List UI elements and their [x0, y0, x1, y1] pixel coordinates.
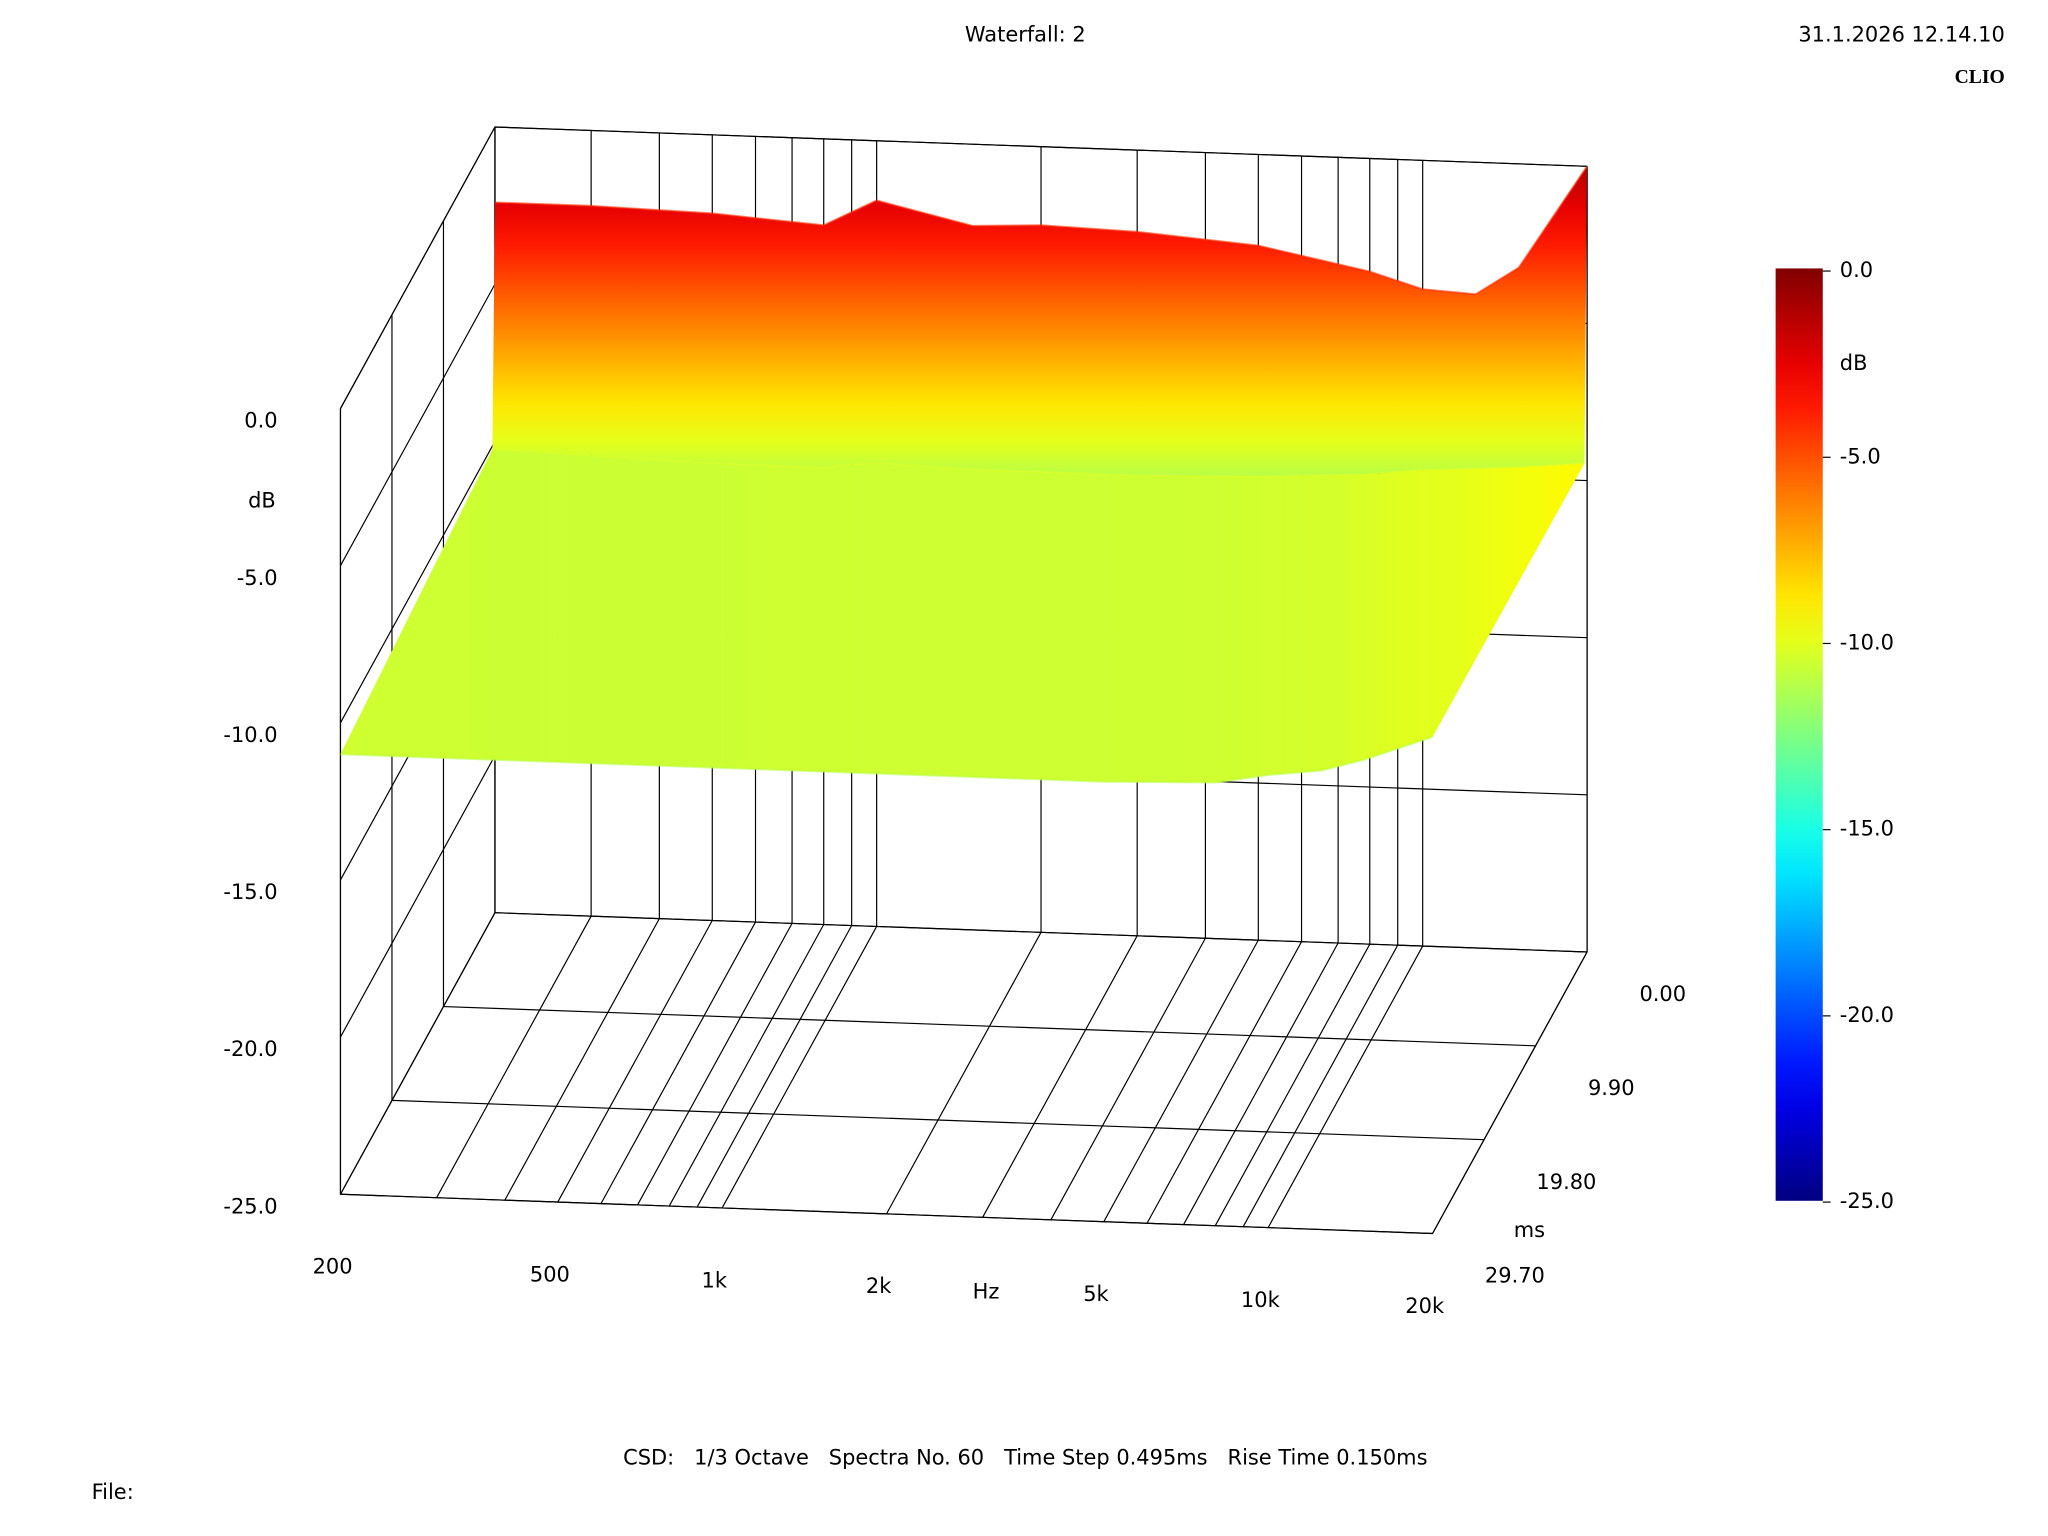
x-tick-label: 200: [313, 1255, 353, 1279]
colorbar-tick-label: -15.0: [1840, 817, 1894, 841]
time-axis-label: ms: [1514, 1218, 1545, 1242]
z-grid-line: [339, 441, 496, 724]
colorbar-label: dB: [1840, 351, 1868, 375]
brand: CLIO: [1955, 66, 2005, 88]
time-tick-label: 0.00: [1639, 982, 1686, 1006]
time-tick-label: 29.70: [1485, 1264, 1545, 1288]
z-tick-label: -15.0: [223, 880, 277, 904]
time-grid-line: [494, 912, 1588, 953]
colorbar-tick-label: -5.0: [1840, 444, 1881, 468]
x-grid-line: [637, 923, 793, 1206]
time-grid-line: [391, 1099, 1485, 1141]
surface-wall: [492, 166, 1588, 477]
colorbar-tick-label: -20.0: [1840, 1003, 1894, 1027]
z-grid-line: [339, 912, 496, 1195]
x-tick-label: 2k: [866, 1274, 892, 1298]
z-grid-line: [339, 283, 496, 566]
x-grid-line: [1242, 944, 1399, 1227]
x-tick-label: 500: [530, 1262, 570, 1286]
x-grid-line: [436, 915, 592, 1198]
x-tick-label: 20k: [1405, 1294, 1445, 1318]
x-grid-line: [1103, 939, 1259, 1222]
time-grid-line: [443, 1005, 1536, 1047]
x-grid-line: [885, 932, 1042, 1215]
spectrum-slice: [340, 736, 1433, 784]
x-grid-line: [668, 924, 825, 1207]
colorbar-tick-label: -10.0: [1840, 630, 1894, 654]
x-grid-line: [557, 920, 713, 1203]
colorbar-tick-label: -25.0: [1840, 1189, 1894, 1213]
z-tick-label: 0.0: [244, 409, 277, 433]
x-tick-label: 5k: [1083, 1282, 1109, 1306]
x-tick-label: 1k: [702, 1268, 728, 1292]
date: 31.1.2026 12.14.10: [1798, 22, 2004, 46]
file-label: File:: [92, 1480, 134, 1504]
z-axis-label: dB: [248, 489, 276, 513]
x-tick-label: 10k: [1241, 1288, 1281, 1312]
x-grid-line: [1432, 951, 1588, 1234]
z-tick-label: -25.0: [223, 1194, 277, 1218]
chart-title: Waterfall: 2: [965, 22, 1086, 46]
z-grid-line: [339, 126, 496, 409]
x-grid-line: [1183, 942, 1339, 1225]
z-tick-label: -10.0: [223, 723, 277, 747]
surface-floor: [340, 449, 1585, 783]
time-grid-line: [340, 1193, 1433, 1235]
x-grid-line: [696, 925, 853, 1208]
x-grid-line: [1214, 943, 1371, 1226]
x-grid-line: [1146, 941, 1303, 1224]
x-grid-line: [504, 918, 660, 1201]
time-tick-label: 9.90: [1588, 1076, 1635, 1100]
x-grid-line: [721, 926, 878, 1209]
z-tick-label: -20.0: [223, 1037, 277, 1061]
time-tick-label: 19.80: [1536, 1170, 1596, 1194]
z-tick-label: -5.0: [237, 566, 278, 590]
colorbar-tick-label: 0.0: [1840, 258, 1873, 282]
spectrum-slice: [494, 165, 1588, 296]
x-grid-line: [600, 921, 757, 1204]
x-grid-line: [1050, 937, 1206, 1221]
z-grid-line: [494, 126, 1588, 167]
spectrum-slice: [492, 448, 1585, 478]
x-grid-line: [1267, 945, 1424, 1228]
footer: CSD: 1/3 Octave Spectra No. 60 Time Step…: [623, 1446, 1427, 1470]
x-grid-line: [982, 935, 1138, 1218]
z-grid-line: [339, 755, 496, 1038]
x-axis-label: Hz: [973, 1279, 1000, 1303]
colorbar: [1775, 268, 1823, 1201]
